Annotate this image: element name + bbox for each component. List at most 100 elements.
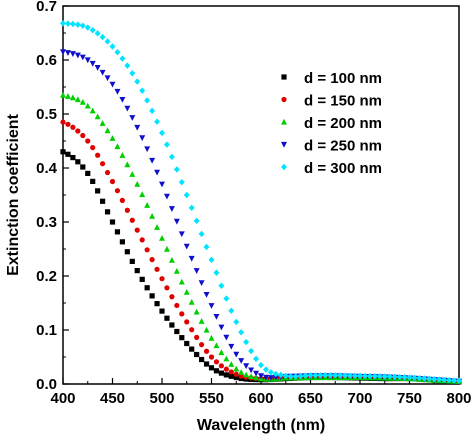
data-point [228,361,235,367]
data-point [64,93,71,99]
data-point [193,268,200,274]
data-point [139,237,145,243]
data-point [149,293,155,299]
data-point [183,191,190,199]
data-point [75,128,81,134]
data-point [124,207,130,213]
data-point [258,373,264,380]
data-point [332,372,339,379]
data-point [233,318,240,326]
data-point [139,135,146,142]
data-point [183,289,190,295]
data-point [307,372,314,379]
data-point [441,376,448,384]
data-point [129,258,135,264]
data-point [134,227,140,233]
data-point [451,377,458,384]
data-point [426,375,433,383]
data-point [243,371,250,378]
data-point [114,188,121,194]
data-point [168,153,175,161]
x-tick-label: 400 [50,390,75,407]
data-point [203,326,210,333]
data-point [223,334,230,341]
data-point [228,343,235,350]
data-point [159,235,165,241]
data-point [80,132,86,139]
data-point [218,370,224,376]
data-point [317,372,324,379]
x-tick-label: 750 [397,390,422,407]
data-point [218,324,225,331]
data-point [287,373,294,380]
data-point [248,373,255,380]
data-point [436,376,443,383]
data-point [401,374,408,381]
data-point [347,372,354,379]
data-point [159,181,165,188]
data-point [124,105,131,112]
data-point [411,374,418,382]
data-point [104,169,111,176]
data-point [262,374,269,381]
data-point [119,197,125,203]
data-point [163,193,170,200]
series-3 [60,91,462,384]
data-point [421,375,428,382]
plot-frame [62,5,460,385]
data-point [139,191,146,198]
data-point [119,96,126,103]
data-point [174,302,180,309]
data-point [198,280,205,287]
data-point [129,171,136,177]
data-point [69,51,76,57]
data-point [366,372,373,380]
data-point [213,368,220,374]
data-point [149,107,156,115]
data-point [178,231,185,238]
data-point [79,54,86,61]
y-tick-label: 0.1 [36,322,57,339]
series-layer [60,20,462,385]
data-point [233,365,240,372]
data-point [253,370,260,377]
data-point [89,26,96,34]
data-point [124,161,131,168]
data-point [124,249,130,255]
data-point [179,335,185,341]
data-point [184,319,190,325]
data-point [149,257,155,263]
data-point [95,152,101,158]
data-point [253,355,260,363]
data-point [193,217,200,225]
data-point [277,371,284,379]
data-point [188,204,195,212]
data-point [203,291,210,298]
data-point [159,129,165,137]
data-point [282,372,289,380]
data-point [183,243,190,250]
data-point [144,202,151,208]
data-point [218,363,224,369]
data-point [139,276,145,282]
y-axis-title: Extinction coefficient [5,113,22,275]
data-point [90,178,96,184]
data-point [104,75,111,82]
data-point [243,338,250,346]
data-point [60,20,66,27]
data-point [213,269,220,276]
data-point [99,33,106,41]
data-point [134,124,141,131]
data-point [446,377,453,384]
data-point [327,372,334,379]
data-point [134,268,140,274]
data-point [163,245,170,252]
data-point [129,70,136,77]
data-point [337,372,344,379]
data-point [164,285,170,291]
data-point [233,371,239,377]
data-point [168,256,175,263]
data-point [134,78,141,85]
legend-item: d = 150 nm [281,93,382,110]
data-point [342,372,349,379]
